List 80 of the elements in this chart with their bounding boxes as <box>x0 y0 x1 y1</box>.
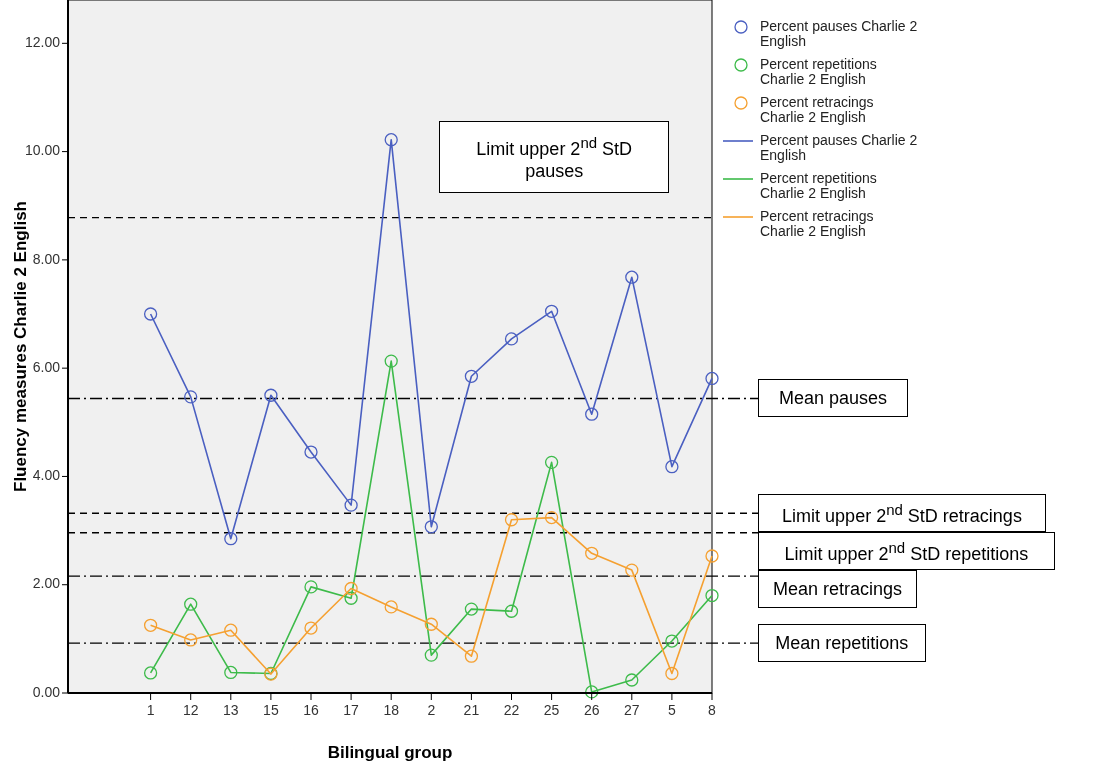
point <box>585 546 599 560</box>
x-tick-label: 17 <box>343 702 360 718</box>
point <box>464 649 479 663</box>
x-tick-label: 21 <box>463 702 480 718</box>
y-tick-label: 10.00 <box>24 142 61 159</box>
point <box>665 666 679 681</box>
point <box>544 304 559 318</box>
point <box>304 621 318 635</box>
x-tick-label: 5 <box>668 702 676 718</box>
point <box>705 549 719 563</box>
x-tick-label: 26 <box>583 702 600 718</box>
point <box>184 633 198 647</box>
point <box>304 445 318 459</box>
y-tick-label: 2.00 <box>32 575 61 592</box>
point <box>585 407 599 421</box>
point <box>344 498 358 512</box>
point <box>264 388 278 402</box>
point <box>625 673 639 687</box>
x-tick-label: 12 <box>182 702 199 718</box>
point <box>384 133 398 147</box>
y-tick-label: 12.00 <box>24 34 61 51</box>
y-tick-label: 8.00 <box>32 250 61 267</box>
ref-line-label: Limit upper 2$^{nd}$ StD pauses <box>475 132 634 182</box>
ref-line-label: Mean repetitions <box>775 632 909 655</box>
point <box>424 648 438 662</box>
point <box>665 460 679 474</box>
point <box>143 307 158 321</box>
point <box>504 513 519 527</box>
point <box>464 602 479 616</box>
x-tick-label: 18 <box>383 702 400 718</box>
x-tick-label: 2 <box>427 702 436 718</box>
x-tick-label: 27 <box>624 702 640 718</box>
point <box>504 604 519 618</box>
point <box>304 580 318 594</box>
point <box>184 597 198 611</box>
x-tick-label: 1 <box>146 702 155 718</box>
point <box>705 588 719 603</box>
point <box>625 270 639 284</box>
point <box>665 634 679 648</box>
point <box>143 666 158 680</box>
point <box>143 618 158 632</box>
ref-line-label: Limit upper 2$^{nd}$ StD retracings <box>782 500 1022 528</box>
point <box>625 563 639 577</box>
text-box: Limit upper 2$^{nd}$ StD pauses <box>439 120 670 193</box>
y-axis-title: Fluency measures Charlie 2 English <box>11 200 30 493</box>
x-tick-label: 13 <box>223 702 239 718</box>
point <box>585 685 599 699</box>
point <box>424 520 438 534</box>
point <box>464 369 479 383</box>
y-tick-label: 6.00 <box>32 358 61 375</box>
x-tick-label: 15 <box>263 702 279 718</box>
text: Percent retracings Charlie 2 English <box>760 93 874 125</box>
legend-label: Percent pauses Charlie 2 English <box>760 131 918 163</box>
text: Percent pauses Charlie 2 English <box>760 17 918 49</box>
x-tick-label: 25 <box>543 702 560 718</box>
point <box>184 390 198 404</box>
ref-line-label: Mean pauses <box>778 387 888 410</box>
point <box>424 617 438 631</box>
point <box>224 532 238 546</box>
point <box>224 665 238 680</box>
legend-label: Percent retracings Charlie 2 English <box>760 207 874 239</box>
x-tick-label: 8 <box>708 702 717 718</box>
point <box>344 591 358 605</box>
text: Percent repetitions Charlie 2 English <box>760 55 877 87</box>
x-tick-label: 16 <box>303 702 319 718</box>
point <box>544 455 559 470</box>
legend-label: Percent repetitions Charlie 2 English <box>760 169 877 201</box>
x-tick-label: 22 <box>503 702 520 718</box>
ref-line-label: Mean retracings <box>772 578 903 601</box>
y-tick-label: 4.00 <box>32 467 61 484</box>
y-tick-label: 0.00 <box>32 683 61 700</box>
point <box>224 623 238 637</box>
point <box>384 600 398 614</box>
point <box>504 332 519 346</box>
point <box>544 510 559 525</box>
x-axis-title: Bilingual group <box>327 743 453 762</box>
point <box>705 371 719 386</box>
ref-line-label: Limit upper 2$^{nd}$ StD repetitions <box>784 538 1029 566</box>
point <box>384 354 398 368</box>
point <box>344 581 358 596</box>
